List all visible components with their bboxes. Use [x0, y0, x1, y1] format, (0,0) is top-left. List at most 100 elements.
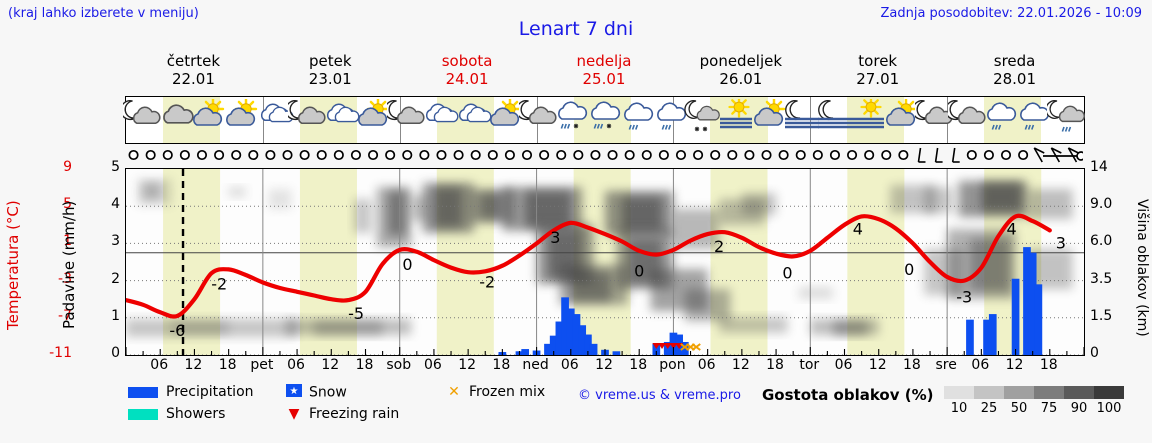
cloud-rain-icon — [981, 99, 1021, 141]
time-label: 18 — [355, 357, 374, 373]
precipitation-tick: 5 — [111, 159, 120, 175]
time-label: 18 — [492, 357, 511, 373]
day-date: 23.01 — [308, 70, 352, 88]
sun-cloud-icon — [486, 99, 526, 141]
day-header-band: četrtek 22.01 petek 23.01 sobota 24.01 nedelja… — [125, 52, 1085, 92]
sun-fog-icon — [849, 99, 889, 141]
temperature-tick: -3 — [58, 270, 72, 287]
day-header-4: nedelja 25.01 — [536, 52, 673, 88]
sun-fog-icon — [717, 99, 757, 141]
svg-text:0: 0 — [634, 262, 644, 281]
legend-precipitation: Precipitation — [128, 384, 254, 400]
day-name: torek — [858, 52, 898, 70]
svg-text:-2: -2 — [479, 273, 495, 292]
day-header-6: torek 27.01 — [809, 52, 946, 88]
time-label: 06 — [560, 357, 579, 373]
time-label: 06 — [150, 357, 169, 373]
day-name: četrtek — [166, 52, 221, 70]
location-menu-note[interactable]: (kraj lahko izberete v meniju) — [8, 6, 199, 21]
precipitation-swatch — [128, 386, 158, 398]
moon-fog-icon — [783, 99, 823, 141]
svg-text:0: 0 — [782, 263, 792, 282]
legend: Precipitation Showers ★ Snow ▼ Freezing ra… — [0, 382, 1152, 440]
day-name: sobota — [441, 52, 493, 70]
sun-cloud-icon — [750, 99, 790, 141]
time-label: 12 — [458, 357, 477, 373]
time-label: 12 — [731, 357, 750, 373]
legend-snow: ★ Snow — [285, 384, 347, 401]
cloud-rain-icon — [618, 99, 658, 141]
cloud-scale-cell — [944, 386, 974, 399]
copyright-link[interactable]: © vreme.us & vreme.pro — [578, 388, 741, 403]
cloud-density-scale: 10 25 50 75 90 100 — [944, 386, 1134, 416]
temperature-axis-ticks: 9 5 1 -3 -7 -11 — [28, 159, 72, 361]
moon-cloud-icon — [122, 99, 163, 141]
snow-icon: ★ — [285, 384, 303, 401]
legend-showers: Showers — [128, 406, 225, 422]
time-label: 06 — [834, 357, 853, 373]
day-date: 27.01 — [856, 70, 900, 88]
day-date: 24.01 — [445, 70, 489, 88]
wind-barb-row — [125, 144, 1085, 166]
cloud-height-tick: 9.0 — [1090, 196, 1113, 213]
temperature-tick: -11 — [49, 345, 72, 361]
meteogram-plot: -6 -2 -5 0 -2 3 0 2 0 4 -3 4 0 3 — [125, 168, 1085, 356]
cloud-scale-cell — [1094, 386, 1124, 399]
temperature-axis-title: Temperatura (°C) — [4, 200, 22, 330]
svg-text:0: 0 — [904, 260, 914, 279]
day-name: ponedeljek — [699, 52, 783, 70]
svg-text:2: 2 — [714, 237, 724, 256]
precipitation-tick: 2 — [111, 270, 120, 287]
time-label: 06 — [971, 357, 990, 373]
time-label: ned — [522, 357, 549, 373]
cloud-height-axis-title: Višina oblakov (km) — [1134, 198, 1150, 337]
freezing-rain-icon: ▼ — [288, 406, 300, 422]
day-date: 26.01 — [719, 70, 763, 88]
day-header-2: petek 23.01 — [262, 52, 399, 88]
time-label: 06 — [697, 357, 716, 373]
svg-text:-5: -5 — [348, 304, 364, 323]
cloud-density-label: Gostota oblakov (%) — [762, 386, 934, 404]
time-label: 12 — [184, 357, 203, 373]
cloud-height-tick: 0 — [1090, 345, 1099, 361]
moon-cloud-icon — [287, 99, 328, 141]
moon-cloud-icon — [948, 99, 988, 141]
cloud-white-icon — [321, 99, 361, 141]
cloud-height-tick: 1.5 — [1090, 307, 1113, 324]
weather-icon-strip — [122, 96, 1087, 144]
frozen-mix-icon: ✕ — [448, 384, 460, 400]
day-header-7: sreda 28.01 — [946, 52, 1083, 88]
precipitation-axis-title: Padavine (mm/h) — [60, 200, 78, 330]
cloud-height-tick: 3.5 — [1090, 270, 1113, 287]
sun-cloud-icon — [222, 99, 262, 141]
cloud-scale-label: 25 — [980, 401, 998, 416]
time-label: 18 — [1039, 357, 1058, 373]
moon-cloud-icon — [386, 99, 427, 141]
legend-freezing-rain-label: Freezing rain — [309, 406, 400, 422]
day-header-1: četrtek 22.01 — [125, 52, 262, 88]
moon-cloud-rain-icon — [1047, 99, 1087, 141]
precipitation-tick: 3 — [111, 233, 120, 250]
cloud-height-axis-ticks: 14 9.0 6.0 3.5 1.5 0 — [1088, 159, 1132, 361]
svg-text:4: 4 — [1006, 219, 1016, 238]
cloud-scale-cell — [974, 386, 1004, 399]
cloud-scale-label: 90 — [1070, 401, 1088, 416]
time-label: 06 — [424, 357, 442, 373]
precipitation-axis-ticks: 5 4 3 2 1 0 — [82, 159, 122, 361]
legend-freezing-rain: ▼ Freezing rain — [285, 406, 400, 422]
time-label: 12 — [1005, 357, 1024, 373]
svg-text:4: 4 — [853, 219, 863, 238]
cloud-rain-snow-icon — [585, 99, 625, 141]
svg-text:3: 3 — [1056, 233, 1066, 252]
time-label: sob — [386, 357, 412, 373]
precipitation-tick: 0 — [111, 345, 120, 361]
time-label: pon — [659, 357, 686, 373]
svg-text:3: 3 — [550, 228, 560, 247]
cloud-scale-cell — [1064, 386, 1094, 399]
cloud-height-tick: 6.0 — [1090, 233, 1113, 250]
legend-showers-label: Showers — [166, 406, 226, 422]
cloud-scale-label: 50 — [1010, 401, 1028, 416]
svg-text:0: 0 — [402, 255, 412, 274]
sun-cloud-icon — [354, 99, 394, 141]
